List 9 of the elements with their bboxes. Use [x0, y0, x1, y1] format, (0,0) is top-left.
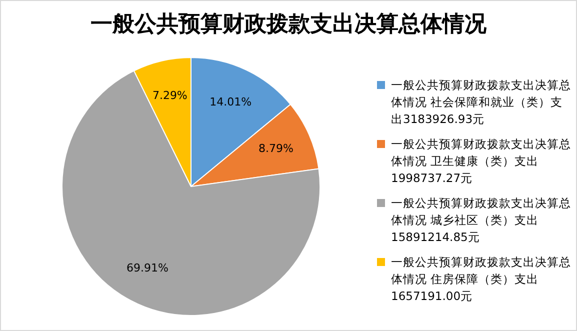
data-label: 69.91% [126, 261, 168, 274]
legend-label: 一般公共预算财政拨款支出决算总体情况 社会保障和就业（类）支出3183926.93元 [391, 77, 572, 128]
legend-label: 一般公共预算财政拨款支出决算总体情况 住房保障（类）支出1657191.00元 [391, 254, 572, 305]
data-label: 8.79% [258, 142, 294, 155]
chart-title: 一般公共预算财政拨款支出决算总体情况 [90, 10, 488, 39]
legend-label: 一般公共预算财政拨款支出决算总体情况 城乡社区（类）支出15891214.85元 [391, 195, 572, 246]
legend-label: 一般公共预算财政拨款支出决算总体情况 卫生健康（类）支出1998737.27元 [391, 136, 572, 187]
data-label: 7.29% [152, 88, 188, 102]
data-label: 14.01% [210, 95, 252, 108]
